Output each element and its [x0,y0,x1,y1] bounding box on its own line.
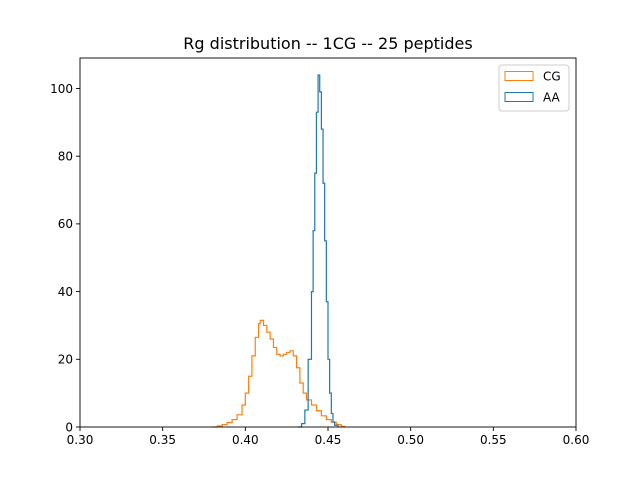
legend-swatch-aa [504,92,534,102]
plot-area: 0.30 0.35 0.40 0.45 0.50 0.55 0.60 0 20 40 60 80 100… [50,57,590,447]
y-tick-label: 0 [65,420,73,434]
legend-label-aa: AA [543,91,561,105]
x-tick-label: 0.30 [67,433,94,447]
x-tick-label: 0.50 [397,433,424,447]
series-aa-step-line [298,74,339,428]
legend-label-cg: CG [543,70,561,84]
x-tick-label: 0.55 [480,433,507,447]
series-cg-step-line [212,319,346,428]
legend-swatch-cg [504,71,534,81]
chart-title: Rg distribution -- 1CG -- 25 peptides [183,34,472,53]
legend-box [498,64,570,112]
y-tick-label: 80 [58,149,73,163]
x-tick-label: 0.60 [563,433,590,447]
axes-frame [79,57,577,428]
y-tick-label: 20 [58,353,73,367]
x-tick-label: 0.35 [149,433,176,447]
y-tick-label: 40 [58,285,73,299]
x-tick-label: 0.45 [315,433,342,447]
legend: CG AA [498,64,570,112]
y-tick-label: 100 [50,82,73,96]
y-tick-label: 60 [58,217,73,231]
x-tick-label: 0.40 [232,433,259,447]
